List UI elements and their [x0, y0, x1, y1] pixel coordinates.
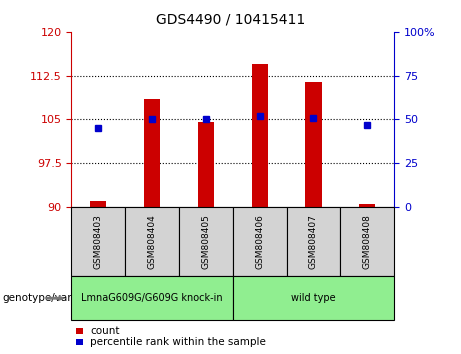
Bar	[359, 204, 375, 207]
Text: genotype/variation: genotype/variation	[2, 293, 101, 303]
Text: count: count	[90, 326, 119, 336]
Bar	[305, 81, 321, 207]
Text: LmnaG609G/G609G knock-in: LmnaG609G/G609G knock-in	[81, 293, 223, 303]
Text: wild type: wild type	[291, 293, 336, 303]
Text: GSM808403: GSM808403	[94, 214, 103, 269]
Text: GSM808407: GSM808407	[309, 214, 318, 269]
Bar	[252, 64, 268, 207]
Bar	[144, 99, 160, 207]
Bar	[198, 122, 214, 207]
Bar	[90, 201, 106, 207]
Text: percentile rank within the sample: percentile rank within the sample	[90, 337, 266, 347]
Text: GSM808405: GSM808405	[201, 214, 210, 269]
Text: GSM808406: GSM808406	[255, 214, 264, 269]
Text: GSM808404: GSM808404	[148, 214, 157, 269]
Text: GDS4490 / 10415411: GDS4490 / 10415411	[156, 12, 305, 27]
Text: GSM808408: GSM808408	[363, 214, 372, 269]
